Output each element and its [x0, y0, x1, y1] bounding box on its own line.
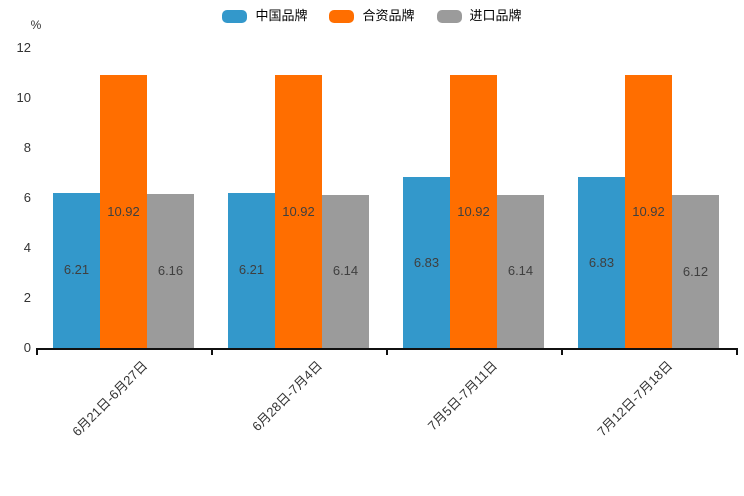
x-axis-tick-mark	[386, 348, 388, 355]
legend-label: 进口品牌	[469, 8, 522, 23]
bar-value-label: 6.14	[507, 263, 534, 279]
x-axis-tick-mark	[211, 348, 213, 355]
bar-import-brand	[147, 194, 194, 348]
bar-joint-venture-brand	[450, 75, 497, 348]
x-axis-tick-mark	[36, 348, 38, 355]
legend-item-import-brand[interactable]: 进口品牌	[436, 8, 522, 24]
bar-china-brand	[403, 177, 450, 348]
bar-value-label: 6.83	[413, 254, 440, 270]
legend-label: 合资品牌	[362, 8, 415, 23]
x-axis-tick-mark	[561, 348, 563, 355]
bar-china-brand	[228, 192, 275, 348]
x-axis-category-label: 7月5日-7月11日	[424, 358, 501, 434]
x-axis-category-label: 7月12日-7月18日	[593, 358, 676, 440]
bar-china-brand	[578, 177, 625, 348]
joint-venture-brand-legend-swatch-icon	[329, 9, 355, 23]
y-axis-tick-label: 0	[23, 340, 31, 355]
x-axis-tick-mark	[736, 348, 738, 355]
x-axis-category-label: 6月28日-7月4日	[249, 358, 326, 435]
legend-item-china-brand[interactable]: 中国品牌	[222, 8, 307, 24]
bar-joint-venture-brand	[100, 75, 147, 348]
bar-import-brand	[322, 194, 369, 348]
bar-value-label: 6.16	[157, 263, 184, 278]
y-axis-unit-label: %	[30, 18, 42, 32]
bar-value-label: 6.83	[588, 254, 615, 270]
x-axis-category-label: 6月21日-6月27日	[68, 358, 151, 440]
y-axis-tick-label: 6	[23, 190, 31, 205]
bar-value-label: 6.12	[682, 263, 709, 279]
y-axis-tick-label: 10	[16, 90, 31, 105]
bar-value-label: 6.21	[238, 262, 265, 278]
bar-value-label: 10.92	[457, 203, 490, 219]
legend-label: 中国品牌	[255, 8, 308, 23]
bar-joint-venture-brand	[275, 75, 322, 348]
import-brand-legend-swatch-icon	[436, 9, 462, 23]
bar-value-label: 6.21	[63, 262, 90, 278]
china-brand-legend-swatch-icon	[222, 9, 248, 23]
bar-china-brand	[53, 192, 100, 348]
bar-value-label: 10.92	[632, 203, 665, 219]
bar-import-brand	[672, 195, 719, 348]
bar-value-label: 10.92	[282, 203, 315, 219]
legend-item-joint-venture-brand[interactable]: 合资品牌	[329, 8, 415, 24]
y-axis-tick-label: 12	[16, 40, 31, 55]
y-axis-tick-label: 4	[23, 240, 31, 255]
bar-value-label: 6.14	[332, 263, 359, 279]
bar-value-label: 10.92	[107, 203, 140, 219]
bar-joint-venture-brand	[625, 75, 672, 348]
y-axis-tick-label: 8	[23, 140, 31, 155]
y-axis-tick-label: 2	[23, 290, 31, 305]
legend: 中国品牌 合资品牌 进口品牌	[0, 8, 744, 24]
bar-import-brand	[497, 194, 544, 348]
